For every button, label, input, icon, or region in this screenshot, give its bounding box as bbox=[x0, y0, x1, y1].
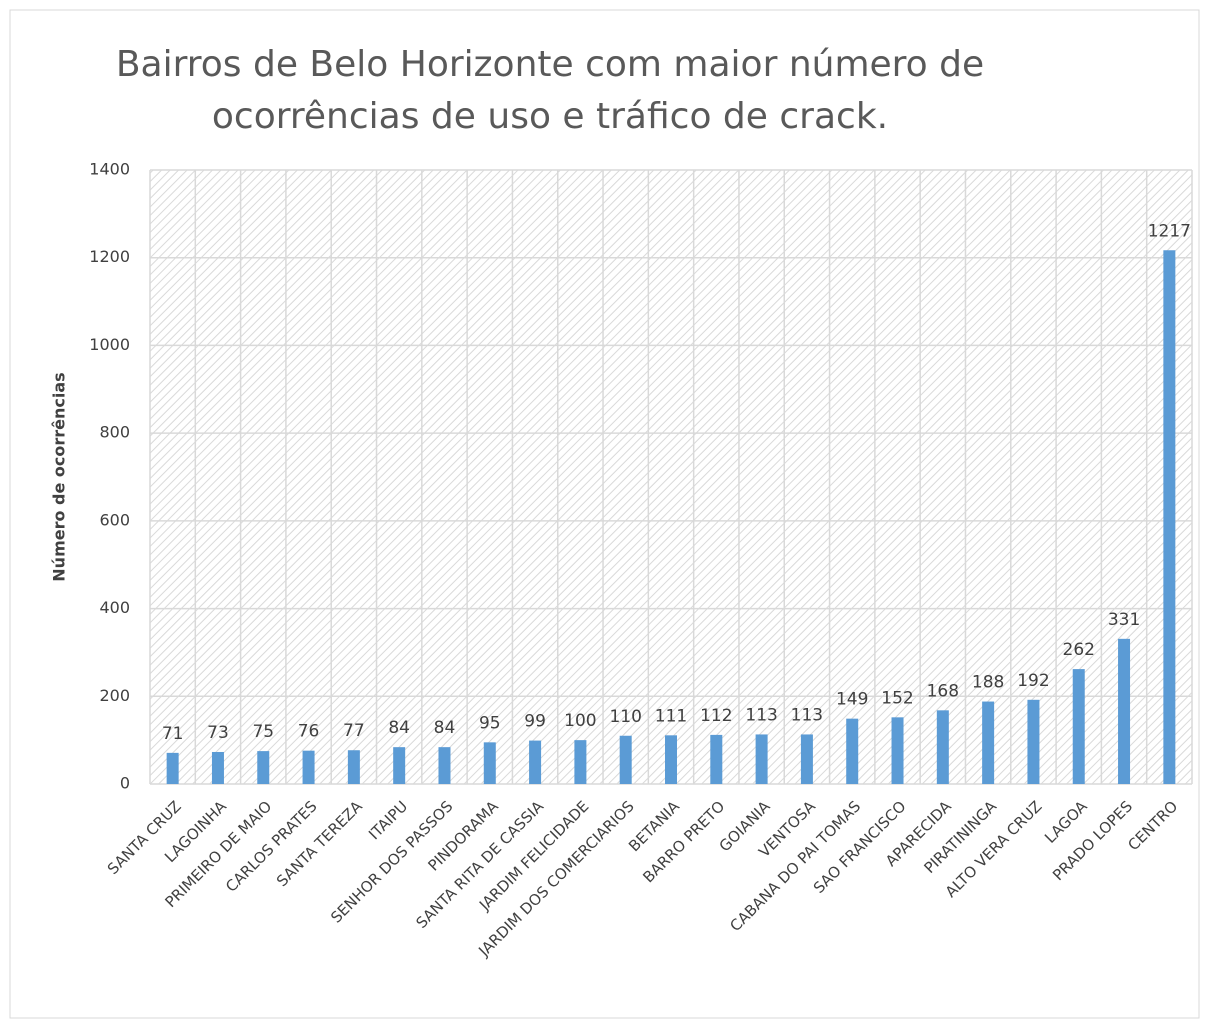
y-tick-label: 0 bbox=[120, 774, 130, 793]
value-label: 77 bbox=[343, 721, 365, 741]
value-label: 100 bbox=[564, 711, 596, 731]
y-tick-label: 200 bbox=[99, 686, 130, 705]
bar bbox=[393, 747, 406, 784]
value-label: 149 bbox=[836, 690, 868, 710]
value-label: 262 bbox=[1063, 640, 1095, 660]
value-label: 1217 bbox=[1148, 221, 1191, 241]
bar bbox=[891, 717, 904, 784]
bar bbox=[1163, 250, 1176, 785]
y-axis-label: Número de ocorrências bbox=[50, 372, 69, 581]
value-label: 84 bbox=[388, 718, 410, 738]
value-label: 76 bbox=[298, 722, 320, 742]
y-tick-label: 1400 bbox=[89, 160, 130, 179]
bar bbox=[710, 734, 723, 784]
y-tick-label: 600 bbox=[99, 510, 130, 529]
y-tick-label: 1000 bbox=[89, 335, 130, 354]
value-label: 188 bbox=[972, 673, 1004, 693]
value-label: 113 bbox=[791, 705, 823, 725]
bar bbox=[438, 747, 451, 784]
bar bbox=[483, 742, 496, 784]
value-label: 168 bbox=[927, 681, 959, 701]
bar bbox=[755, 734, 768, 784]
bar bbox=[257, 751, 270, 784]
bar bbox=[211, 751, 224, 784]
bar bbox=[665, 735, 677, 784]
value-label: 75 bbox=[252, 722, 274, 742]
bar bbox=[1027, 699, 1040, 784]
bar bbox=[529, 740, 542, 784]
value-label: 331 bbox=[1108, 610, 1140, 630]
chart-title: Bairros de Belo Horizonte com maior núme… bbox=[116, 44, 984, 85]
plot-background bbox=[150, 170, 1192, 784]
value-label: 111 bbox=[655, 706, 687, 726]
bar bbox=[619, 735, 632, 784]
value-label: 152 bbox=[881, 688, 913, 708]
value-label: 99 bbox=[524, 712, 546, 732]
value-label: 95 bbox=[479, 713, 501, 733]
bar bbox=[800, 734, 813, 784]
value-label: 113 bbox=[745, 705, 777, 725]
bar bbox=[936, 710, 949, 784]
value-label: 84 bbox=[434, 718, 456, 738]
value-label: 73 bbox=[207, 723, 229, 743]
bar bbox=[982, 701, 995, 784]
bar bbox=[347, 750, 360, 784]
bar bbox=[574, 740, 587, 784]
bar bbox=[1118, 638, 1131, 784]
chart-title: ocorrências de uso e tráfico de crack. bbox=[212, 96, 888, 137]
value-label: 112 bbox=[700, 706, 732, 726]
y-tick-label: 1200 bbox=[89, 247, 130, 266]
y-tick-label: 800 bbox=[99, 423, 130, 442]
bar bbox=[846, 718, 859, 784]
value-label: 71 bbox=[162, 724, 184, 744]
bar bbox=[302, 750, 315, 784]
value-label: 110 bbox=[609, 707, 641, 727]
bar bbox=[1072, 669, 1085, 784]
value-label: 192 bbox=[1017, 671, 1049, 691]
bar bbox=[166, 752, 179, 784]
y-tick-label: 400 bbox=[99, 598, 130, 617]
